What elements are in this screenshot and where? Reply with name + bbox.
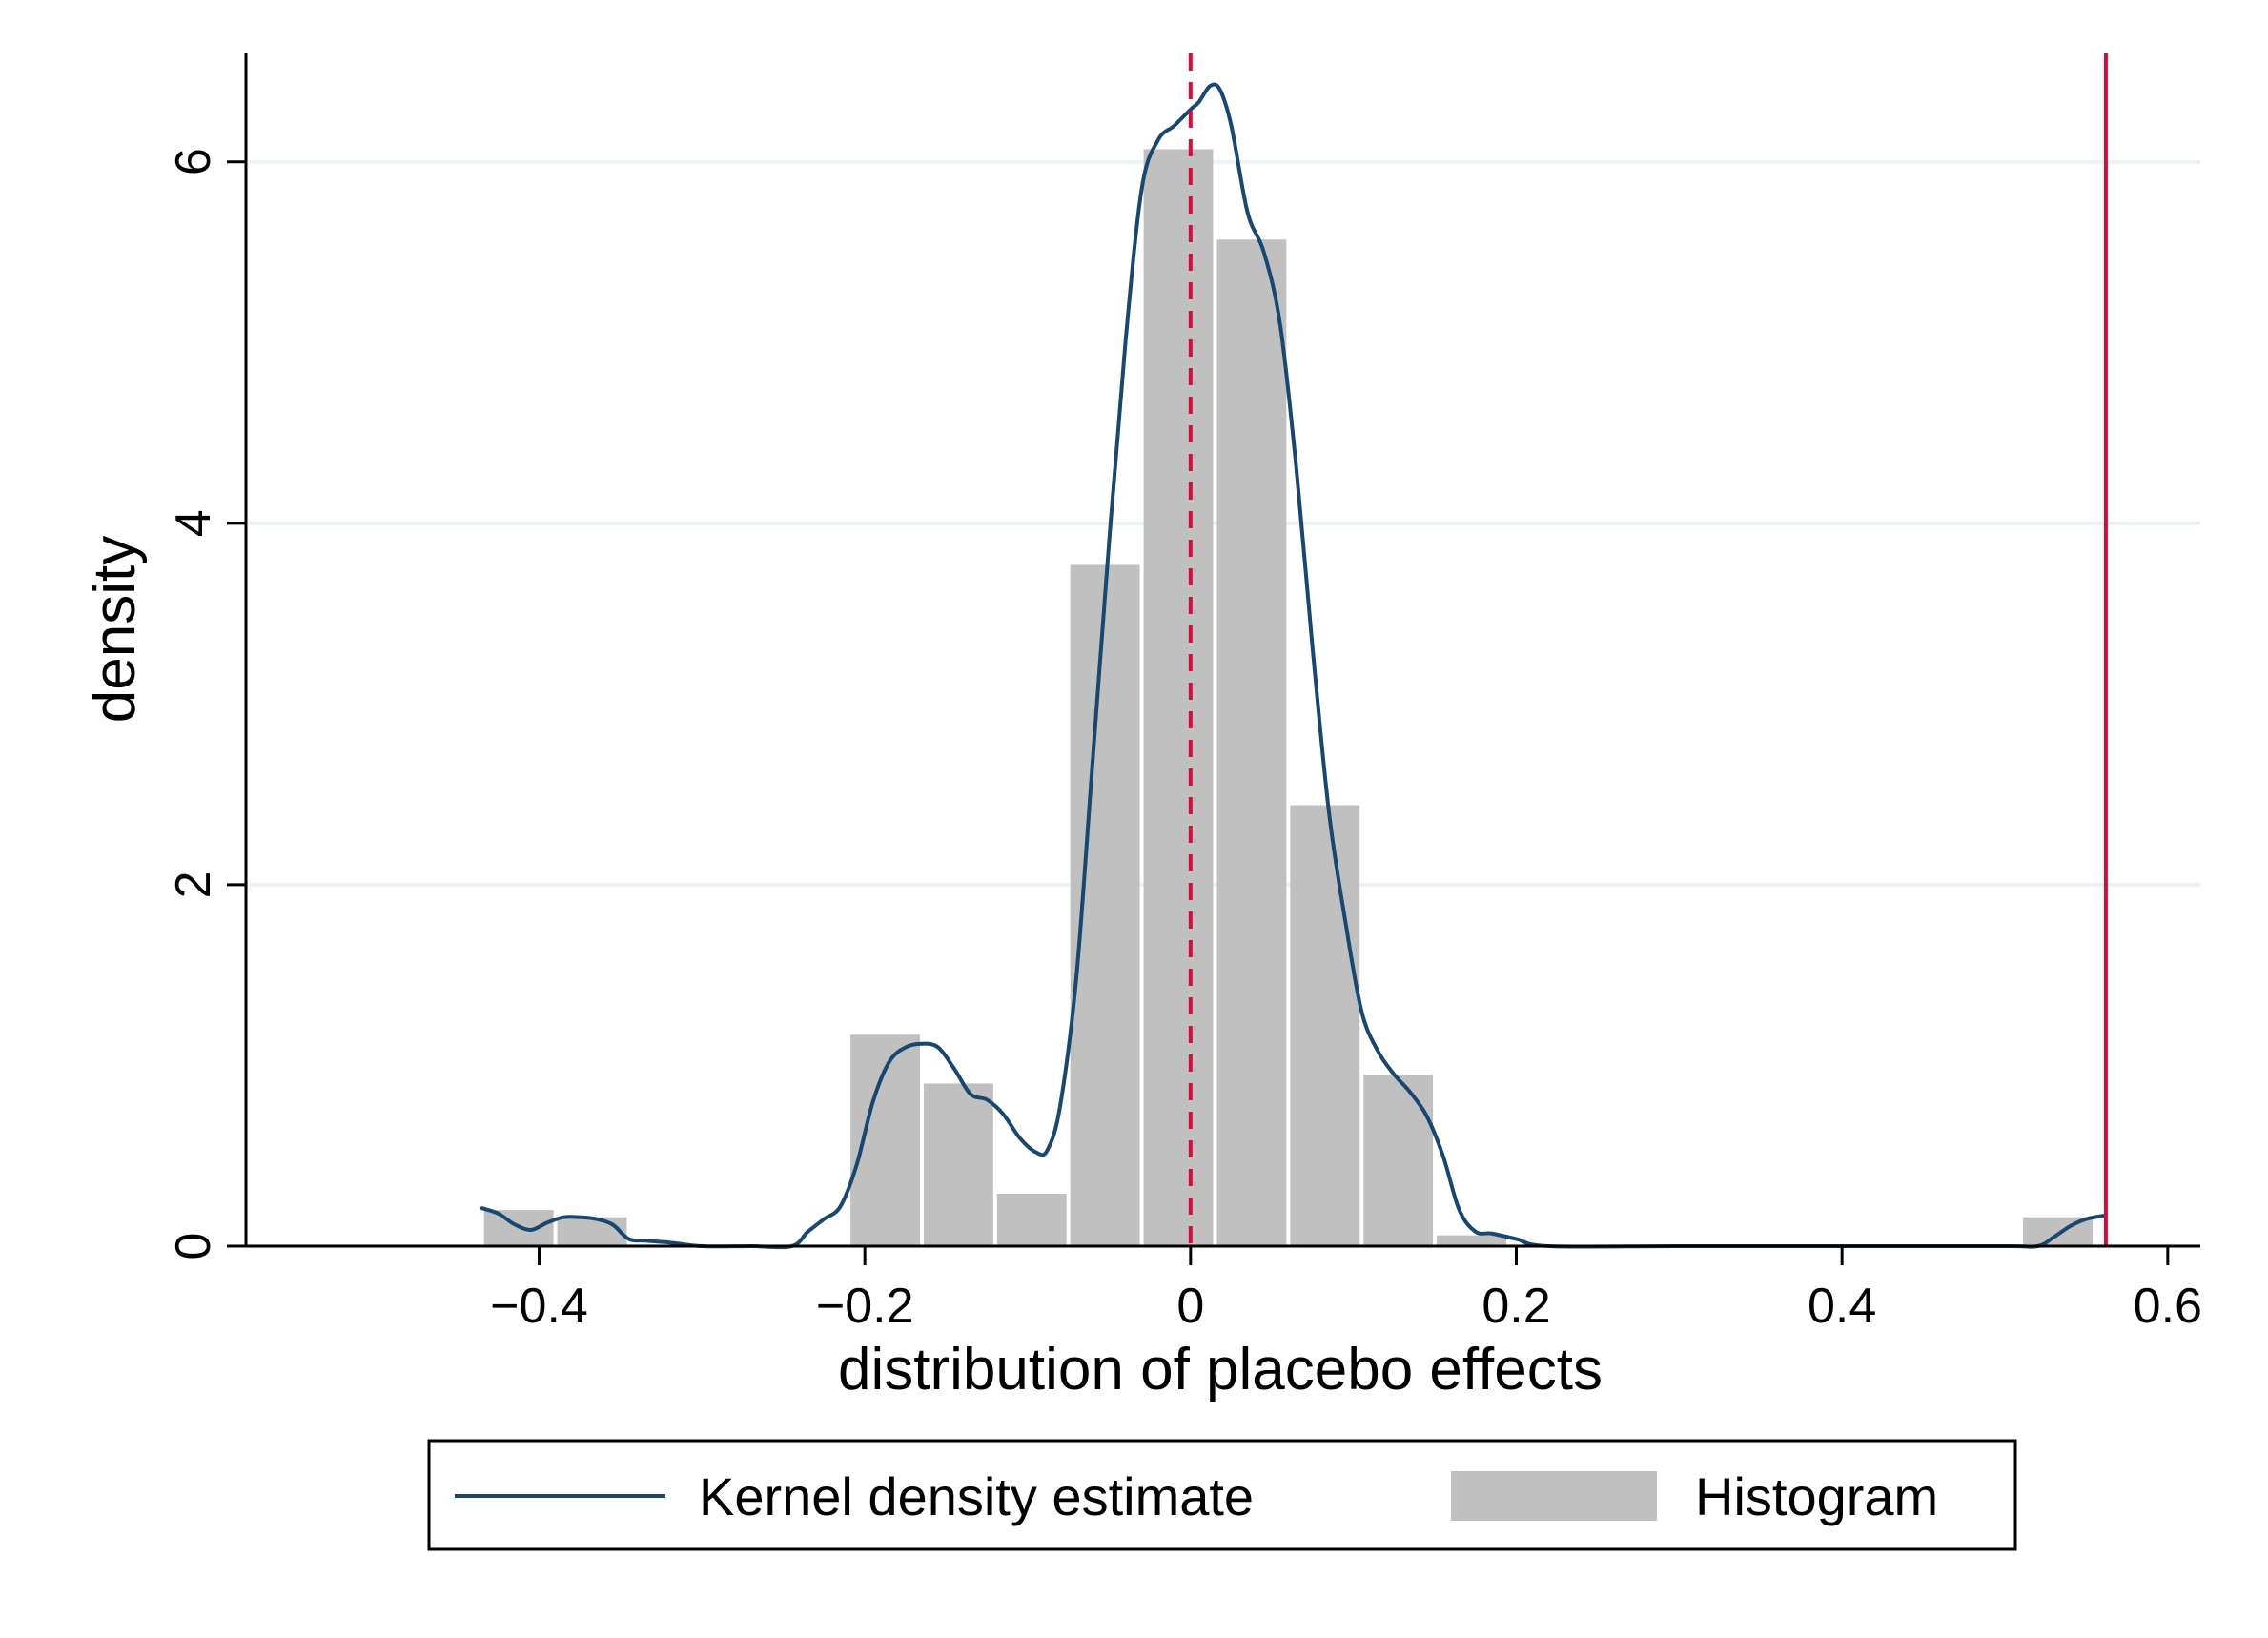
y-axis-title: density <box>82 536 148 723</box>
histogram-bar <box>1216 239 1287 1246</box>
x-tick-label: 0 <box>1176 1279 1204 1334</box>
y-tick-label: 2 <box>166 870 221 898</box>
x-tick-label: 0.4 <box>1808 1279 1876 1334</box>
x-tick-label: 0.6 <box>2134 1279 2202 1334</box>
y-tick-label: 4 <box>166 509 221 537</box>
x-axis-ticks: −0.4 −0.2 0 0.2 0.4 0.6 <box>490 1246 2202 1334</box>
histogram-bar <box>923 1083 993 1246</box>
legend: Kernel density estimate Histogram <box>427 1439 2017 1551</box>
y-tick-label: 6 <box>166 148 221 175</box>
x-tick-label: −0.2 <box>816 1279 914 1334</box>
histogram-bar <box>1143 149 1214 1246</box>
legend-kde-label: Kernel density estimate <box>699 1466 1254 1526</box>
legend-histogram-swatch <box>1451 1471 1657 1521</box>
x-tick-label: −0.4 <box>490 1279 588 1334</box>
y-tick-label: 0 <box>166 1233 221 1260</box>
x-tick-label: 0.2 <box>1481 1279 1550 1334</box>
histogram-bar <box>996 1194 1067 1246</box>
histogram-bar <box>1290 805 1360 1246</box>
histogram-bar <box>1437 1235 1506 1246</box>
legend-frame <box>427 1439 2017 1551</box>
legend-histogram-label: Histogram <box>1695 1466 1938 1526</box>
histogram-bar <box>1363 1074 1434 1246</box>
reference-lines <box>1188 53 2108 1246</box>
y-axis-ticks: 0 2 4 6 <box>166 148 246 1259</box>
x-axis-title: distribution of placebo effects <box>838 1337 1603 1403</box>
axes <box>244 53 2200 1248</box>
histogram-bar <box>557 1217 627 1246</box>
